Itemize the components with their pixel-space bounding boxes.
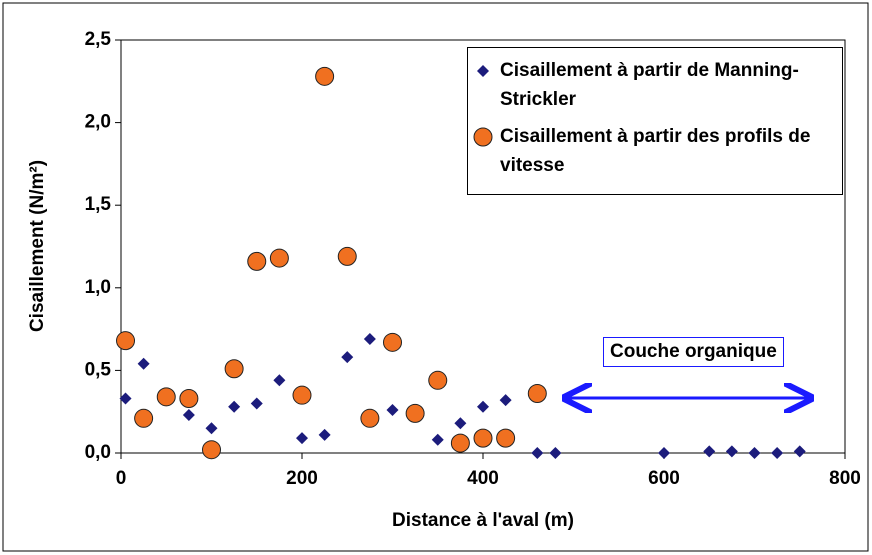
diamond-point	[725, 445, 738, 458]
legend: Cisaillement à partir de Manning-Strickl…	[467, 47, 843, 195]
diamond-point	[477, 400, 489, 413]
diamond-point	[137, 357, 150, 370]
y-tick-label: 1,0	[85, 277, 111, 298]
circle-point	[428, 370, 448, 390]
circle-point	[315, 66, 335, 86]
x-axis-title: Distance à l'aval (m)	[392, 510, 574, 531]
circle-point	[496, 428, 516, 448]
diamond-point	[549, 447, 562, 459]
y-axis-title: Cisaillement (N/m²)	[27, 160, 48, 332]
circle-point	[337, 246, 357, 266]
diamond-point	[205, 422, 218, 435]
diamond-point	[431, 433, 444, 446]
legend-symbol	[477, 65, 489, 77]
legend-item: Cisaillement à partir de Manning-Strickl…	[468, 56, 842, 114]
y-tick-label: 2,0	[85, 112, 111, 133]
circle-point	[116, 331, 136, 351]
diamond-point	[531, 447, 544, 459]
circle-point	[405, 403, 425, 423]
diamond-point	[771, 447, 784, 459]
x-tick-label: 400	[467, 468, 499, 489]
legend-label: Cisaillement à partir des profils de vit…	[500, 126, 811, 176]
diamond-point	[273, 374, 286, 387]
circle-point	[527, 384, 547, 404]
circle-point	[269, 248, 289, 268]
circle-point	[156, 387, 176, 407]
annotation: Couche organique	[603, 337, 784, 367]
x-tick-label: 600	[648, 468, 680, 489]
diamond-point	[341, 351, 354, 364]
circle-point	[224, 359, 244, 379]
circle-point	[450, 433, 470, 453]
diamond-point	[296, 432, 308, 445]
diamond-point	[119, 392, 132, 405]
circle-point	[360, 408, 380, 428]
circle-point	[202, 440, 221, 460]
circle-point	[134, 408, 154, 428]
x-tick-label: 200	[286, 468, 318, 489]
circle-point	[473, 428, 493, 448]
y-tick-label: 1,5	[85, 194, 112, 215]
diamond-point	[454, 417, 467, 430]
legend-label: Cisaillement à partir de Manning-Strickl…	[500, 60, 799, 110]
circle-point	[247, 251, 267, 271]
diamond-point	[658, 447, 670, 459]
y-tick-label: 0,5	[85, 359, 112, 380]
diamond-point	[793, 445, 806, 458]
legend-item: Cisaillement à partir des profils de vit…	[468, 122, 842, 180]
x-tick-label: 0	[116, 468, 127, 489]
circle-point	[179, 388, 199, 408]
diamond-point	[363, 333, 376, 346]
diamond-point	[748, 447, 761, 459]
circle-point	[473, 127, 493, 147]
y-tick-label: 0,0	[85, 442, 111, 463]
diamond-point	[499, 394, 512, 407]
diamond-point	[477, 65, 489, 77]
x-tick-label: 800	[829, 468, 861, 489]
diamond-point	[250, 397, 263, 410]
legend-symbol	[473, 127, 493, 147]
circle-point	[292, 385, 312, 405]
diamond-point	[703, 445, 716, 458]
y-tick-label: 2,5	[85, 29, 112, 50]
circle-point	[383, 332, 402, 352]
diamond-point	[182, 409, 195, 422]
diamond-point	[318, 428, 331, 441]
diamond-point	[228, 400, 241, 413]
diamond-point	[386, 404, 399, 417]
